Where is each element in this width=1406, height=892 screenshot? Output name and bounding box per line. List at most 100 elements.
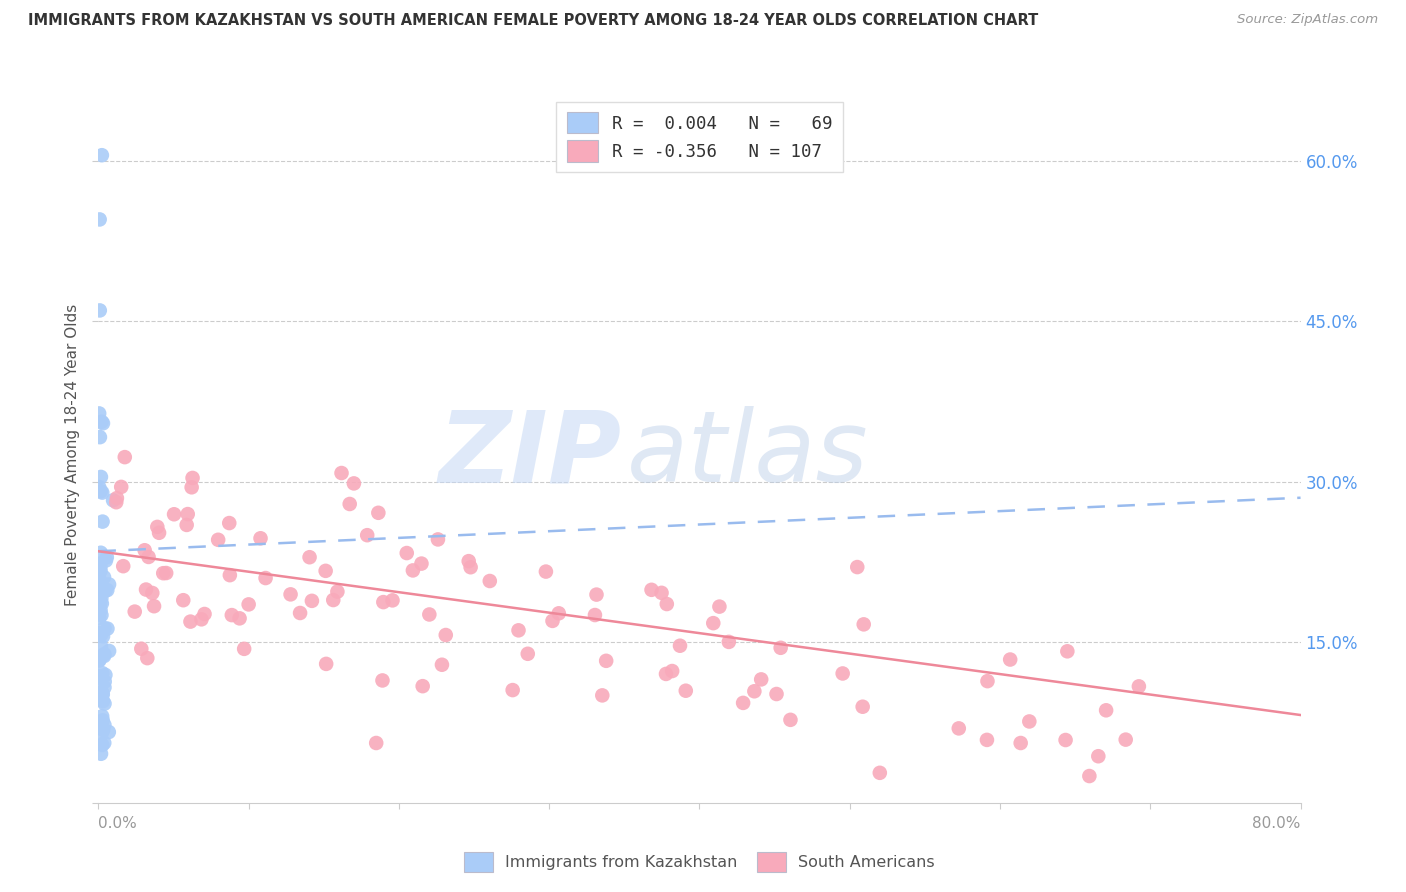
- Point: [366, 736, 388, 750]
- Point: [90, 591, 112, 606]
- Point: [675, 683, 697, 698]
- Point: [89, 577, 111, 591]
- Point: [228, 611, 250, 625]
- Point: [516, 647, 538, 661]
- Point: [93, 681, 115, 695]
- Point: [254, 571, 277, 585]
- Point: [976, 674, 998, 689]
- Point: [179, 615, 201, 629]
- Point: [846, 560, 869, 574]
- Point: [94, 583, 117, 598]
- Point: [91, 485, 114, 500]
- Point: [717, 635, 740, 649]
- Point: [709, 599, 731, 614]
- Point: [595, 654, 617, 668]
- Point: [98, 644, 121, 658]
- Point: [105, 495, 128, 509]
- Point: [136, 651, 159, 665]
- Point: [779, 713, 801, 727]
- Point: [89, 212, 111, 227]
- Point: [89, 566, 111, 581]
- Point: [90, 563, 112, 577]
- Point: [426, 533, 449, 547]
- Point: [89, 653, 111, 667]
- Point: [218, 516, 240, 530]
- Point: [90, 639, 112, 653]
- Point: [89, 669, 111, 683]
- Point: [591, 689, 613, 703]
- Point: [90, 484, 112, 499]
- Point: [89, 596, 111, 610]
- Point: [94, 553, 117, 567]
- Point: [322, 593, 344, 607]
- Point: [131, 641, 153, 656]
- Point: [190, 612, 212, 626]
- Point: [143, 599, 166, 614]
- Point: [418, 607, 440, 622]
- Point: [460, 560, 482, 574]
- Point: [193, 607, 215, 621]
- Point: [221, 608, 243, 623]
- Point: [430, 657, 453, 672]
- Point: [105, 491, 128, 505]
- Point: [148, 525, 170, 540]
- Point: [976, 732, 998, 747]
- Point: [90, 148, 112, 162]
- Point: [769, 640, 792, 655]
- Point: [93, 570, 115, 584]
- Point: [93, 674, 115, 689]
- Point: [381, 593, 404, 607]
- Point: [998, 652, 1021, 666]
- Point: [93, 648, 115, 663]
- Point: [655, 667, 678, 681]
- Point: [89, 557, 111, 571]
- Point: [411, 557, 433, 571]
- Point: [765, 687, 787, 701]
- Point: [110, 480, 132, 494]
- Point: [744, 684, 766, 698]
- Point: [90, 627, 112, 641]
- Point: [97, 725, 120, 739]
- Point: [852, 617, 875, 632]
- Point: [91, 709, 114, 723]
- Point: [138, 549, 160, 564]
- Point: [640, 582, 662, 597]
- Point: [90, 470, 112, 484]
- Point: [749, 673, 772, 687]
- Point: [238, 598, 260, 612]
- Point: [94, 668, 117, 682]
- Point: [412, 679, 434, 693]
- Point: [91, 688, 114, 702]
- Point: [651, 586, 673, 600]
- Point: [402, 563, 425, 577]
- Point: [90, 726, 112, 740]
- Point: [315, 564, 337, 578]
- Point: [326, 584, 349, 599]
- Text: 0.0%: 0.0%: [98, 816, 138, 831]
- Point: [89, 626, 111, 640]
- Point: [90, 580, 112, 594]
- Point: [134, 543, 156, 558]
- Point: [330, 466, 353, 480]
- Legend: Immigrants from Kazakhstan, South Americans: Immigrants from Kazakhstan, South Americ…: [457, 846, 942, 879]
- Text: Source: ZipAtlas.com: Source: ZipAtlas.com: [1237, 13, 1378, 27]
- Point: [339, 497, 361, 511]
- Y-axis label: Female Poverty Among 18-24 Year Olds: Female Poverty Among 18-24 Year Olds: [65, 304, 80, 606]
- Point: [1078, 769, 1101, 783]
- Point: [948, 722, 970, 736]
- Point: [91, 738, 114, 752]
- Point: [373, 595, 395, 609]
- Point: [669, 639, 692, 653]
- Point: [508, 624, 530, 638]
- Point: [112, 559, 135, 574]
- Point: [395, 546, 418, 560]
- Point: [89, 430, 111, 444]
- Point: [89, 480, 111, 494]
- Point: [434, 628, 457, 642]
- Point: [135, 582, 157, 597]
- Point: [89, 653, 111, 667]
- Point: [141, 586, 163, 600]
- Point: [96, 583, 118, 598]
- Point: [89, 686, 111, 700]
- Point: [89, 406, 111, 420]
